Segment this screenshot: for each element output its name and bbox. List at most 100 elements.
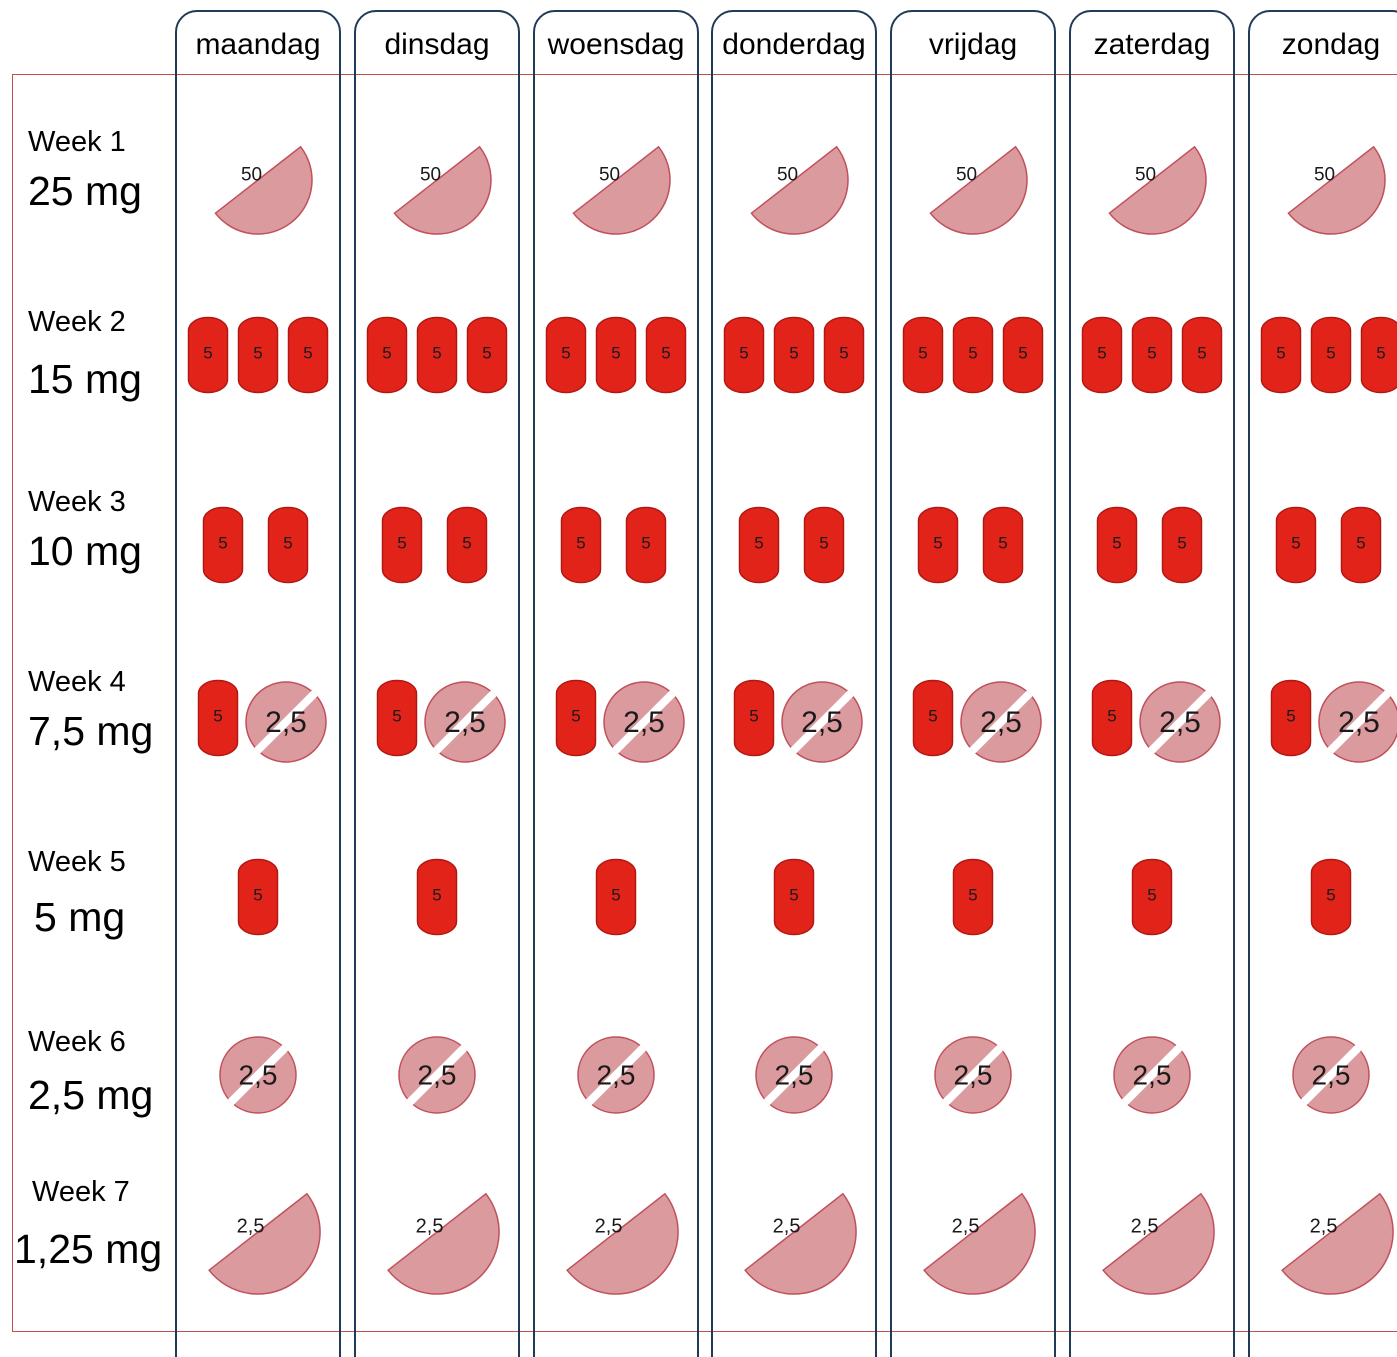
capsule-tablet-icon: 5	[1131, 858, 1173, 936]
svg-text:5: 5	[1147, 343, 1156, 362]
svg-text:5: 5	[397, 533, 406, 552]
svg-text:50: 50	[599, 165, 620, 186]
svg-text:2,5: 2,5	[773, 1215, 801, 1237]
week-label: Week 1	[28, 126, 126, 158]
capsule-tablet-icon: 5	[287, 316, 329, 394]
schedule-frame	[12, 74, 1397, 1332]
svg-text:5: 5	[218, 533, 227, 552]
capsule-tablet-icon: 5	[595, 316, 637, 394]
svg-text:5: 5	[571, 706, 580, 725]
svg-text:5: 5	[1376, 343, 1385, 362]
capsule-tablet-icon: 5	[446, 506, 488, 584]
day-column-maandag	[175, 10, 341, 1357]
svg-text:50: 50	[1314, 165, 1335, 186]
svg-text:5: 5	[432, 885, 441, 904]
day-name: zondag	[1281, 28, 1381, 61]
svg-text:5: 5	[611, 343, 620, 362]
capsule-tablet-icon: 5	[1181, 316, 1223, 394]
capsule-tablet-icon: 5	[1360, 316, 1397, 394]
capsule-tablet-icon: 5	[1275, 506, 1317, 584]
svg-text:5: 5	[739, 343, 748, 362]
scored-round-tablet-icon: 2,5	[577, 1036, 655, 1114]
svg-text:5: 5	[968, 343, 977, 362]
svg-text:5: 5	[1356, 533, 1365, 552]
capsule-tablet-icon: 5	[982, 506, 1024, 584]
day-column-zondag	[1248, 10, 1397, 1357]
day-name: zaterdag	[1093, 28, 1211, 61]
scored-round-tablet-icon: 2,5	[219, 1036, 297, 1114]
svg-text:5: 5	[749, 706, 758, 725]
capsule-tablet-icon: 5	[1161, 506, 1203, 584]
capsule-tablet-icon: 5	[1091, 679, 1133, 757]
half-tablet-icon: 50	[750, 145, 849, 235]
capsule-tablet-icon: 5	[733, 679, 775, 757]
svg-text:2,5: 2,5	[1312, 1059, 1351, 1090]
svg-text:5: 5	[1018, 343, 1027, 362]
dose-label: 5 mg	[34, 894, 126, 940]
capsule-tablet-icon: 5	[1270, 679, 1312, 757]
svg-text:50: 50	[956, 165, 977, 186]
svg-text:5: 5	[1326, 885, 1335, 904]
svg-text:5: 5	[576, 533, 585, 552]
capsule-tablet-icon: 5	[1131, 316, 1173, 394]
svg-text:5: 5	[1291, 533, 1300, 552]
dose-label: 1,25 mg	[14, 1226, 163, 1272]
capsule-tablet-icon: 5	[902, 316, 944, 394]
dose-label: 2,5 mg	[28, 1072, 154, 1118]
svg-text:5: 5	[303, 343, 312, 362]
day-column-woensdag	[533, 10, 699, 1357]
svg-text:2,5: 2,5	[1310, 1215, 1338, 1237]
scored-round-tablet-icon: 2,5	[960, 681, 1042, 763]
svg-text:50: 50	[777, 165, 798, 186]
capsule-tablet-icon: 5	[545, 316, 587, 394]
capsule-tablet-icon: 5	[1096, 506, 1138, 584]
capsule-tablet-icon: 5	[187, 316, 229, 394]
dose-label: 10 mg	[28, 528, 142, 574]
svg-text:2,5: 2,5	[239, 1059, 278, 1090]
capsule-tablet-icon: 5	[952, 858, 994, 936]
svg-text:5: 5	[1197, 343, 1206, 362]
day-name: maandag	[195, 28, 321, 61]
day-column-dinsdag	[354, 10, 520, 1357]
capsule-tablet-icon: 5	[416, 316, 458, 394]
half-tablet-icon: 50	[393, 145, 492, 235]
scored-round-tablet-icon: 2,5	[755, 1036, 833, 1114]
capsule-tablet-icon: 5	[555, 679, 597, 757]
capsule-tablet-icon: 5	[237, 858, 279, 936]
svg-text:2,5: 2,5	[1338, 706, 1380, 739]
svg-text:5: 5	[392, 706, 401, 725]
scored-round-tablet-icon: 2,5	[1292, 1036, 1370, 1114]
svg-text:2,5: 2,5	[1133, 1059, 1172, 1090]
dose-label: 25 mg	[28, 168, 142, 214]
svg-text:2,5: 2,5	[597, 1059, 636, 1090]
svg-text:5: 5	[1107, 706, 1116, 725]
day-column-donderdag	[711, 10, 877, 1357]
scored-round-tablet-icon: 2,5	[424, 681, 506, 763]
svg-text:5: 5	[998, 533, 1007, 552]
capsule-tablet-icon: 5	[1081, 316, 1123, 394]
svg-text:2,5: 2,5	[595, 1215, 623, 1237]
svg-text:5: 5	[203, 343, 212, 362]
capsule-tablet-icon: 5	[237, 316, 279, 394]
svg-text:5: 5	[819, 533, 828, 552]
svg-text:5: 5	[754, 533, 763, 552]
capsule-tablet-icon: 5	[366, 316, 408, 394]
half-tablet-icon: 2,5	[1281, 1192, 1394, 1295]
svg-text:2,5: 2,5	[444, 706, 486, 739]
scored-round-tablet-icon: 2,5	[603, 681, 685, 763]
svg-text:5: 5	[918, 343, 927, 362]
dose-label: 15 mg	[28, 356, 142, 402]
svg-text:5: 5	[253, 343, 262, 362]
half-tablet-icon: 2,5	[1102, 1192, 1215, 1295]
capsule-tablet-icon: 5	[645, 316, 687, 394]
svg-text:5: 5	[1097, 343, 1106, 362]
capsule-tablet-icon: 5	[912, 679, 954, 757]
svg-text:2,5: 2,5	[265, 706, 307, 739]
svg-text:5: 5	[1276, 343, 1285, 362]
svg-text:5: 5	[561, 343, 570, 362]
capsule-tablet-icon: 5	[738, 506, 780, 584]
capsule-tablet-icon: 5	[952, 316, 994, 394]
capsule-tablet-icon: 5	[803, 506, 845, 584]
half-tablet-icon: 2,5	[208, 1192, 321, 1295]
